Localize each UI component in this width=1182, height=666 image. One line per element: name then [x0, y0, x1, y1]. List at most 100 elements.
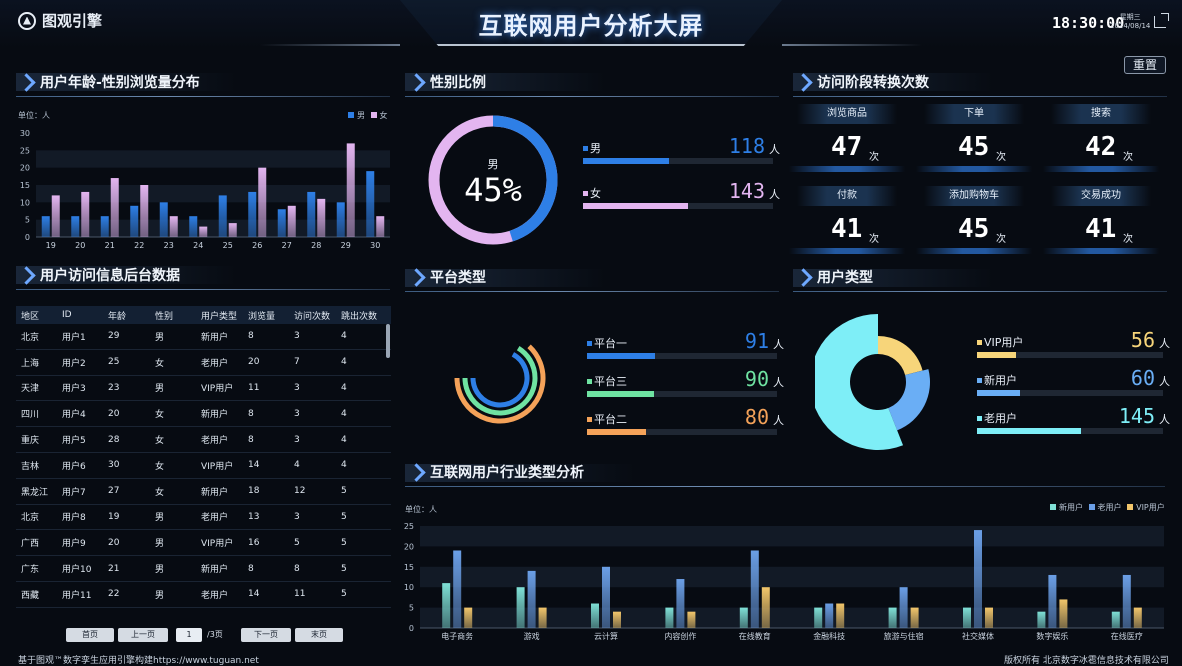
table-cell: 20	[108, 408, 120, 419]
table-cell: 27	[108, 486, 120, 497]
x-tick-label: 游戏	[524, 631, 540, 641]
table-row[interactable]: 北京 用户1 29 男 新用户 8 3 4	[16, 324, 391, 350]
table-cell: 22	[108, 589, 120, 600]
table-cell: 用户2	[62, 358, 86, 369]
bar-新用户	[963, 607, 971, 628]
progress-track	[977, 428, 1163, 434]
reset-button[interactable]: 重置	[1124, 56, 1166, 74]
section-title-user-type: 用户类型	[797, 265, 873, 289]
table-cell: 4	[341, 331, 347, 342]
table-cell: 天津	[21, 384, 40, 395]
table-cell: 广东	[21, 565, 40, 576]
bar-新用户	[591, 603, 599, 628]
legend-old: 老用户	[1097, 503, 1122, 512]
table-row[interactable]: 天津 用户3 23 男 VIP用户 11 3 4	[16, 376, 391, 402]
stage-value: 45	[958, 214, 990, 244]
grid-band	[36, 219, 390, 237]
list-item-value: 56	[1130, 328, 1155, 352]
y-tick-label: 10	[20, 198, 30, 207]
table-cell: 四川	[21, 410, 40, 421]
progress-track	[583, 203, 773, 209]
chevron-icon	[20, 76, 32, 88]
stage-label: 付款	[797, 186, 897, 206]
list-item-label: 老用户	[984, 412, 1017, 425]
stage-unit: 次	[996, 152, 1006, 163]
backend-table: 地区 ID 年龄 性别 用户类型 浏览量 访问次数 跳出次数 北京 用户1 29 男新用户 8 3 4 上海…	[16, 306, 391, 612]
table-cell: 12	[294, 486, 306, 497]
table-row[interactable]: 上海 用户2 25 女 老用户 20 7 4	[16, 350, 391, 376]
stage-label: 浏览商品	[797, 104, 897, 124]
section-title-platform: 平台类型	[410, 265, 486, 289]
user-type-donut	[815, 314, 930, 450]
section-label: 访问阶段转换次数	[817, 75, 929, 91]
table-row[interactable]: 广东 用户10 21 男 新用户 8 8 5	[16, 556, 391, 582]
platform-rings	[454, 344, 546, 424]
page-title: 互联网用户分析大屏	[478, 12, 704, 40]
table-cell: 29	[108, 331, 120, 342]
title-plate	[400, 0, 782, 46]
table-row[interactable]: 新疆用户1223男VIP用户18125	[16, 608, 391, 612]
bar-男	[277, 209, 286, 237]
fullscreen-icon[interactable]	[1154, 13, 1169, 28]
section-label: 互联网用户行业类型分析	[430, 465, 584, 481]
table-row[interactable]: 西藏 用户11 22 男 老用户 14 11 5	[16, 582, 391, 608]
section-label: 用户类型	[817, 270, 873, 286]
table-row[interactable]: 广西 用户9 20 男 VIP用户 16 5 5	[16, 530, 391, 557]
progress-track	[583, 158, 773, 164]
x-tick-label: 数字娱乐	[1036, 631, 1068, 641]
bar-新用户	[1111, 611, 1120, 628]
table-cell: 新用户	[201, 565, 229, 576]
stage-base	[1043, 166, 1159, 172]
next-page-button[interactable]: 下一页	[241, 628, 291, 642]
list-item-label: VIP用户	[984, 336, 1024, 349]
y-tick-label: 5	[409, 604, 414, 613]
table-scrollbar[interactable]	[386, 324, 390, 358]
stage-value: 41	[831, 214, 863, 244]
table-cell: 19	[108, 511, 120, 522]
list-item-unit: 人	[773, 338, 784, 351]
section-title-age-gender: 用户年龄-性别浏览量分布	[20, 70, 200, 94]
stage-value: 42	[1085, 132, 1117, 162]
list-item-label: 平台二	[594, 413, 627, 426]
y-tick-label: 15	[20, 181, 30, 190]
bar-男	[307, 191, 316, 237]
table-cell: 女	[155, 410, 165, 421]
bar-VIP用户	[985, 607, 993, 628]
legend-swatch	[1050, 504, 1056, 510]
stage-label: 搜索	[1051, 104, 1151, 124]
bar-老用户	[1048, 574, 1057, 628]
table-row[interactable]: 重庆 用户5 28 女 老用户 8 3 4	[16, 427, 391, 453]
table-row[interactable]: 黑龙江 用户7 27 女 新用户 18 12 5	[16, 479, 391, 505]
bar-新用户	[516, 587, 525, 628]
first-page-button[interactable]: 首页	[66, 628, 114, 642]
age-chart-unit: 单位：人	[18, 111, 50, 120]
legend-female: 女	[379, 111, 388, 120]
prev-page-button[interactable]: 上一页	[118, 628, 168, 642]
table-cell: 3	[294, 382, 300, 393]
bar-VIP用户	[538, 607, 547, 628]
x-tick-label: 云计算	[594, 631, 618, 641]
bar-VIP用户	[1059, 599, 1068, 628]
x-tick-label: 22	[134, 241, 144, 250]
y-tick-label: 20	[404, 542, 414, 551]
table-row[interactable]: 四川 用户4 20 女 新用户 8 3 4	[16, 401, 391, 428]
stage-base	[916, 248, 1032, 254]
date: 2024/08/14	[1110, 22, 1151, 30]
x-tick-label: 23	[164, 241, 174, 250]
chevron-icon	[797, 271, 809, 283]
section-label: 平台类型	[430, 270, 486, 286]
table-cell: 用户8	[62, 513, 86, 524]
legend-swatch	[977, 416, 982, 421]
footer-left[interactable]: 基于图观™数字孪生应用引擎构建https://www.tuguan.net	[18, 656, 259, 666]
table-row[interactable]: 北京 用户8 19 男 老用户 13 3 5	[16, 505, 391, 531]
table-cell: 西藏	[21, 590, 40, 601]
page-input[interactable]: 1	[176, 628, 202, 642]
table-row[interactable]: 吉林 用户6 30 女 VIP用户 14 4 4	[16, 453, 391, 479]
table-cell: 14	[248, 460, 260, 471]
bar-男	[159, 202, 168, 237]
stage-base	[1043, 248, 1159, 254]
section-label: 用户年龄-性别浏览量分布	[40, 75, 200, 91]
last-page-button[interactable]: 末页	[295, 628, 343, 642]
table-cell: 女	[155, 461, 165, 472]
bar-男	[189, 216, 198, 237]
